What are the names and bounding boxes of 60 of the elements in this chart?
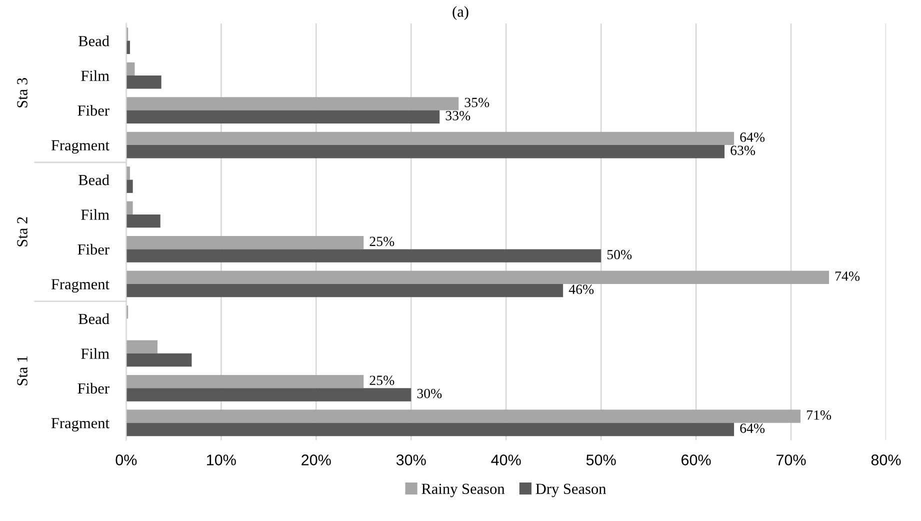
data-label: 64% [740,132,765,142]
data-label: 33% [446,110,470,120]
bar [126,76,162,89]
data-label: 63% [730,146,756,156]
x-tick-label: 0% [116,454,137,466]
data-label: 71% [806,410,832,420]
bar [126,340,158,354]
bar [126,180,133,193]
bar [126,270,830,284]
bar [126,374,364,388]
legend-label: Dry Season [536,484,606,498]
y-tick-label: Fragment [51,418,110,432]
bar [126,284,564,298]
bar [126,214,160,228]
y-tick-label: Bead [78,174,110,186]
bar [126,132,734,146]
bar [126,236,364,250]
data-label: 25% [370,376,394,386]
y-tick-label: Film [81,348,110,359]
data-label: 74% [835,271,860,281]
bar [126,388,412,402]
y-tick-label: Film [81,70,110,81]
data-label: 30% [417,388,442,398]
bar [126,422,734,436]
bar [126,110,440,124]
x-tick-label: 10% [207,454,236,466]
data-label: 64% [740,424,765,433]
y-tick-label: Film [81,209,110,220]
legend-label: Rainy Season [422,484,505,498]
y-tick-label: Fiber [78,244,110,255]
chart-title: (a) [452,6,468,20]
x-tick-label: 20% [302,454,331,466]
x-tick-label: 50% [586,454,616,466]
text: Sta 3 [17,78,28,108]
bar [126,249,602,262]
data-label: 35% [464,98,490,108]
x-tick-label: 60% [682,454,711,466]
bar [126,201,133,214]
bar [126,40,130,54]
x-tick-label: 70% [776,454,806,466]
y-tick-label: Fiber [78,104,110,116]
x-tick-label: 30% [396,454,426,466]
data-label: 46% [568,284,594,294]
bar [126,145,725,158]
bar [126,166,130,180]
data-label: 25% [370,236,394,246]
bar [126,62,135,76]
text: Sta 1 [17,356,28,386]
y-tick-label: Fragment [51,140,110,154]
x-tick-label: 80% [871,454,901,466]
bar [126,97,459,110]
y-tick-label: Bead [78,36,110,46]
y-tick-label: Fragment [51,279,110,293]
bar [126,353,192,367]
text: Sta 2 [17,217,28,246]
y-tick-label: Fiber [78,382,110,394]
y-tick-label: Bead [78,313,110,324]
x-tick-label: 40% [491,454,521,466]
bar [126,410,801,423]
data-label: 50% [607,250,632,260]
